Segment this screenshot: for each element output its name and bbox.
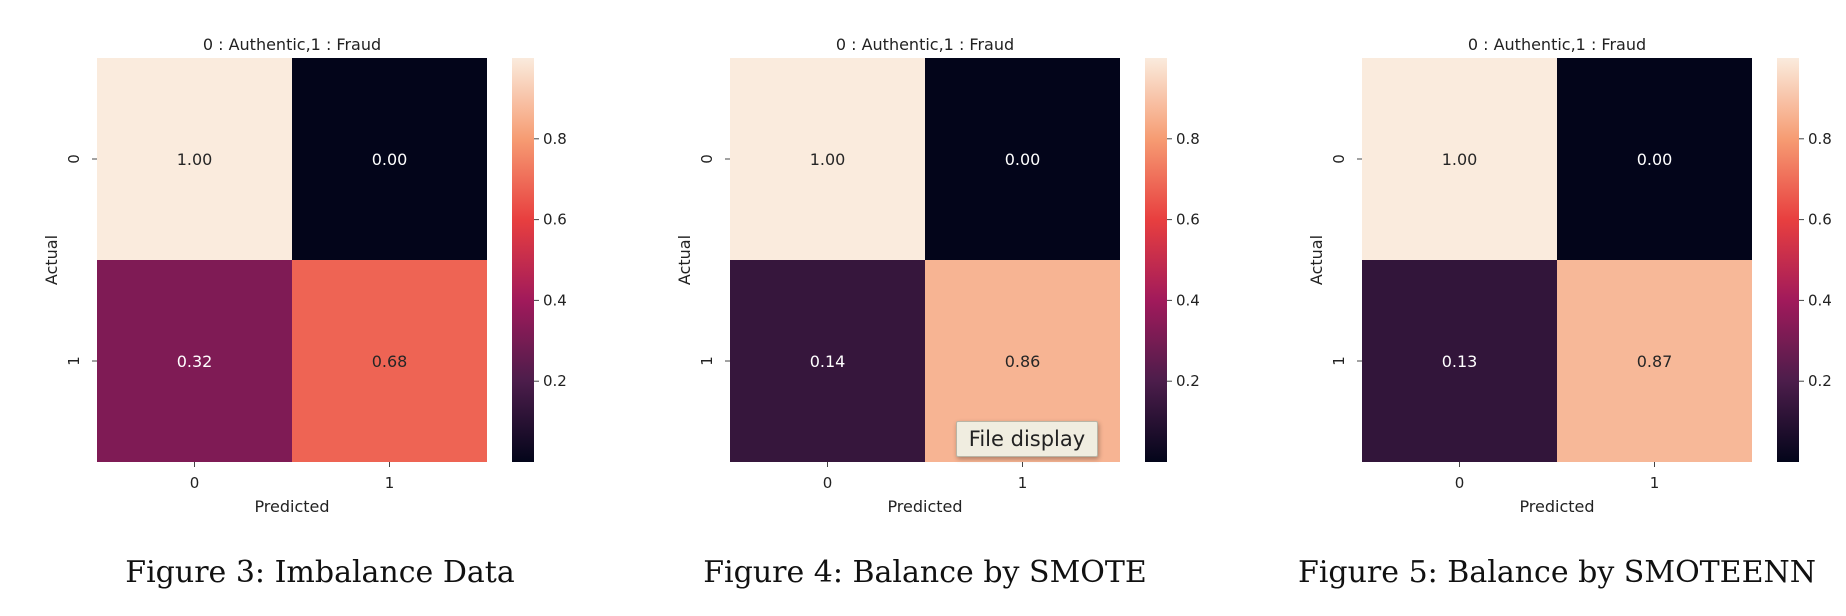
colorbar-tick-label: 0.2 xyxy=(1808,372,1832,390)
colorbar-tick-label: 0.2 xyxy=(1176,372,1200,390)
cell-value-label: 0.86 xyxy=(1005,352,1041,371)
colorbar-tick-label: 0.4 xyxy=(543,291,567,309)
y-axis-label: Actual xyxy=(42,235,61,285)
figure-caption-4: Figure 4: Balance by SMOTE xyxy=(703,555,1147,590)
cell-value-label: 0.68 xyxy=(372,352,408,371)
cell-value-label: 0.14 xyxy=(810,352,846,371)
heatmap-cell-r0c1 xyxy=(292,58,487,260)
x-axis-label: Predicted xyxy=(254,497,329,516)
heatmap-cell-r1c1 xyxy=(1557,260,1752,462)
y-tick-label: 1 xyxy=(65,356,83,366)
x-tick-label: 1 xyxy=(1018,474,1028,492)
colorbar-tick-label: 0.2 xyxy=(543,372,567,390)
heatmap-cell-r0c1 xyxy=(925,58,1120,260)
colorbar-tick-label: 0.6 xyxy=(1808,211,1832,229)
x-tick-label: 0 xyxy=(823,474,833,492)
colorbar xyxy=(1145,58,1167,462)
cell-value-label: 0.00 xyxy=(372,150,408,169)
heatmap-cell-r0c0 xyxy=(730,58,925,260)
heatmap-cell-r1c0 xyxy=(97,260,292,462)
y-tick-label: 1 xyxy=(698,356,716,366)
cell-value-label: 0.87 xyxy=(1637,352,1673,371)
x-axis-label: Predicted xyxy=(1519,497,1594,516)
y-tick-label: 1 xyxy=(1330,356,1348,366)
heatmap-3: 0 : Authentic,1 : Fraud 1.00 0.00 0.32 0.68 0… xyxy=(42,35,567,516)
x-tick-label: 1 xyxy=(1650,474,1660,492)
chart-title: 0 : Authentic,1 : Fraud xyxy=(836,35,1014,54)
y-axis-label: Actual xyxy=(675,235,694,285)
colorbar-tick-label: 0.8 xyxy=(1808,130,1832,148)
colorbar-tick-label: 0.8 xyxy=(543,130,567,148)
cell-value-label: 0.00 xyxy=(1005,150,1041,169)
chart-title: 0 : Authentic,1 : Fraud xyxy=(203,35,381,54)
colorbar-tick-label: 0.4 xyxy=(1176,291,1200,309)
colorbar xyxy=(1777,58,1799,462)
cell-value-label: 0.00 xyxy=(1637,150,1673,169)
heatmap-cell-r1c1 xyxy=(292,260,487,462)
heatmap-cell-r1c0 xyxy=(1362,260,1557,462)
heatmap-cell-r1c0 xyxy=(730,260,925,462)
x-tick-label: 0 xyxy=(190,474,200,492)
chart-title: 0 : Authentic,1 : Fraud xyxy=(1468,35,1646,54)
y-axis-label: Actual xyxy=(1307,235,1326,285)
colorbar xyxy=(512,58,534,462)
cell-value-label: 0.32 xyxy=(177,352,213,371)
colorbar-tick-label: 0.4 xyxy=(1808,291,1832,309)
x-tick-label: 0 xyxy=(1455,474,1465,492)
figure-caption-3: Figure 3: Imbalance Data xyxy=(125,555,515,590)
cell-value-label: 0.13 xyxy=(1442,352,1478,371)
y-tick-label: 0 xyxy=(698,154,716,164)
confusion-matrix-figures: 0 : Authentic,1 : Fraud 1.00 0.00 0.32 0.68 0… xyxy=(42,35,1832,516)
heatmap-4: 0 : Authentic,1 : Fraud 1.00 0.00 0.14 0.86 0… xyxy=(675,35,1200,516)
heatmap-5: 0 : Authentic,1 : Fraud 1.00 0.00 0.13 0.87 0… xyxy=(1307,35,1832,516)
y-tick-label: 0 xyxy=(1330,154,1348,164)
colorbar-tick-label: 0.6 xyxy=(1176,211,1200,229)
cell-value-label: 1.00 xyxy=(810,150,846,169)
heatmap-cell-r0c1 xyxy=(1557,58,1752,260)
heatmap-cell-r0c0 xyxy=(1362,58,1557,260)
cell-value-label: 1.00 xyxy=(1442,150,1478,169)
cell-value-label: 1.00 xyxy=(177,150,213,169)
colorbar-tick-label: 0.8 xyxy=(1176,130,1200,148)
y-tick-label: 0 xyxy=(65,154,83,164)
x-tick-label: 1 xyxy=(385,474,395,492)
heatmap-cell-r0c0 xyxy=(97,58,292,260)
file-display-tooltip: File display xyxy=(956,421,1098,457)
colorbar-tick-label: 0.6 xyxy=(543,211,567,229)
figure-caption-5: Figure 5: Balance by SMOTEENN xyxy=(1298,555,1816,590)
x-axis-label: Predicted xyxy=(887,497,962,516)
